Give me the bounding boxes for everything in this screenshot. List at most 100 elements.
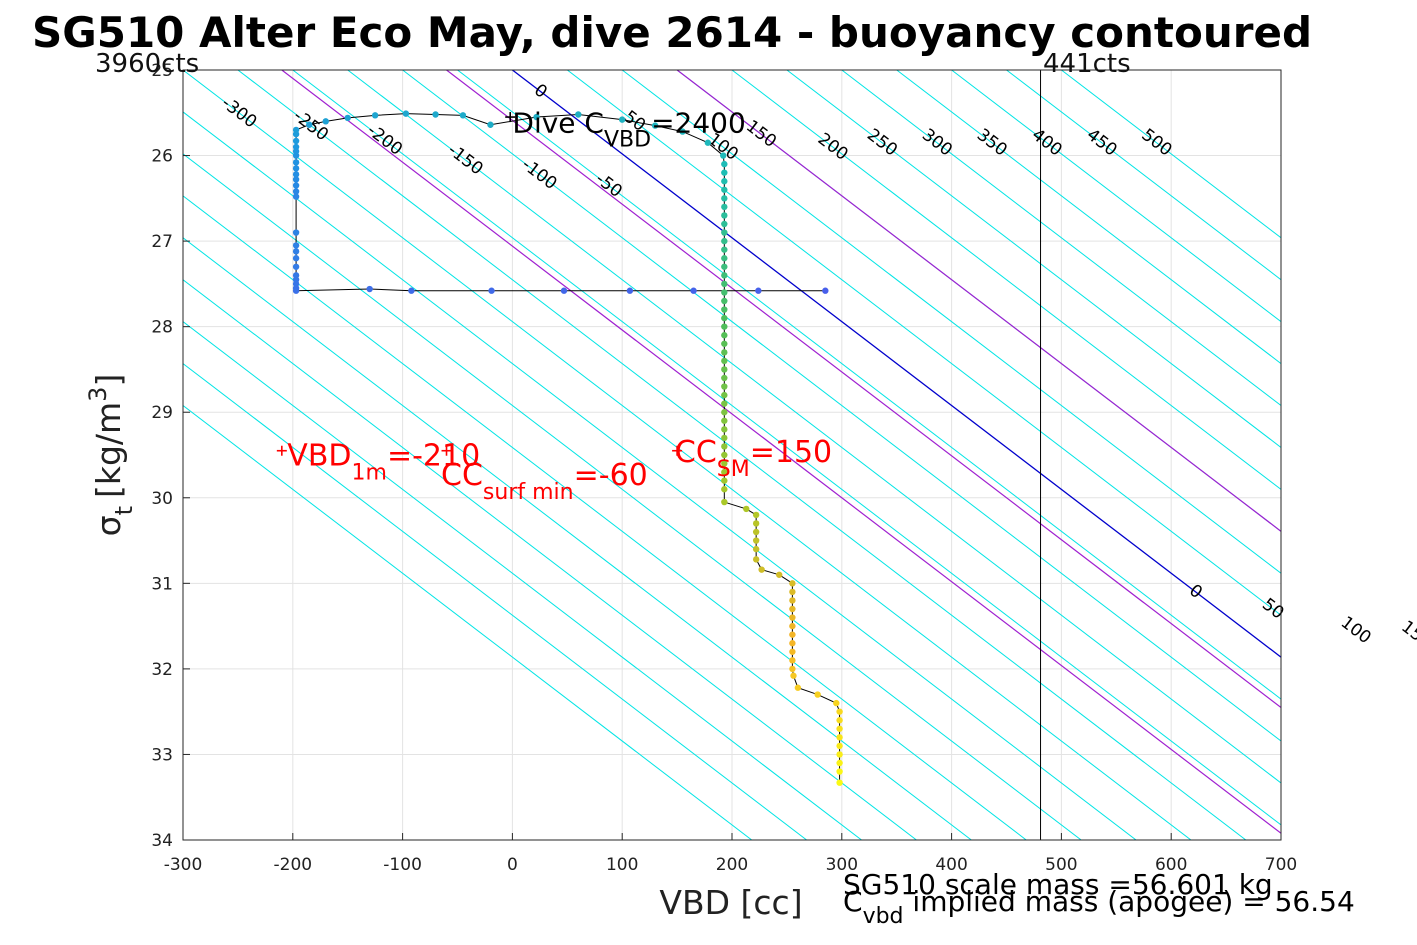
x-tick-label: -200 xyxy=(274,855,313,875)
x-tick-label: 400 xyxy=(935,855,967,875)
profile-point xyxy=(292,126,300,134)
y-tick-label: 32 xyxy=(151,660,173,680)
contour-line xyxy=(183,279,917,840)
y-axis-label-symbol: σ xyxy=(89,515,128,536)
profile-point xyxy=(721,332,728,339)
profile-point xyxy=(822,287,829,294)
contour-line xyxy=(183,237,972,840)
footer-implied-mass-sub: vbd xyxy=(863,904,904,929)
profile-point xyxy=(721,357,728,365)
profile-point xyxy=(721,237,728,245)
contour-label: 100 xyxy=(1337,613,1375,649)
profile-point xyxy=(836,751,843,758)
footer-implied-mass-main: C xyxy=(843,885,863,918)
y-axis-label: σt [kg/m3] xyxy=(84,374,138,537)
profile-point xyxy=(366,285,373,293)
profile-point xyxy=(789,640,796,647)
profile-point xyxy=(721,169,728,176)
profile-point xyxy=(721,212,728,219)
profile-point xyxy=(836,759,843,767)
profile-point xyxy=(789,588,796,596)
y-tick-label: 30 xyxy=(151,489,173,509)
profile-point xyxy=(721,178,728,185)
profile-point xyxy=(752,511,760,519)
profile-point xyxy=(292,272,300,279)
highlight-contour-line xyxy=(281,70,1281,835)
footer-implied-mass-rest: implied mass (apogee) = 56.54 xyxy=(904,885,1355,918)
y-axis-ticks: 25 26 27 28 29 30 31 32 33 34 xyxy=(151,61,190,851)
x-axis-ticks: -300 -200 -100 0 100 200 300 400 500 600 700 xyxy=(164,833,1297,875)
profile-point xyxy=(721,263,728,270)
vbd-1m-label-sub: 1m xyxy=(352,460,387,485)
x-axis-label: VBD [cc] xyxy=(659,883,802,922)
contour-line xyxy=(786,70,1281,449)
cc-sm-label-main: CC xyxy=(675,435,717,470)
profile-point xyxy=(836,768,843,775)
y-tick-label: 27 xyxy=(151,232,173,252)
y-tick-label: 31 xyxy=(151,574,173,594)
y-tick-label: 34 xyxy=(151,831,173,851)
contour-line xyxy=(457,70,1281,700)
profile-point xyxy=(790,672,797,679)
cc-sm-label: CCSM=150 xyxy=(675,435,832,482)
contour-label: 150 xyxy=(1397,617,1417,653)
profile-point xyxy=(721,443,728,450)
profile-point xyxy=(619,116,626,123)
profile-point xyxy=(836,717,843,724)
highlight-contour-line xyxy=(446,70,1281,709)
y-axis-label-sub: t xyxy=(110,506,138,515)
x-tick-label: 0 xyxy=(507,855,518,875)
contour-line xyxy=(292,70,1281,826)
profile-point xyxy=(402,110,410,117)
profile-point xyxy=(752,537,760,544)
profile-point xyxy=(721,255,728,262)
contour-line xyxy=(566,70,1281,616)
profile-point xyxy=(721,426,728,433)
cc-surf-min-label-main: CC xyxy=(441,458,483,493)
profile-point xyxy=(560,287,568,294)
profile-point xyxy=(789,605,796,613)
profile-point xyxy=(292,229,300,236)
profile-point xyxy=(651,122,659,129)
profile-point xyxy=(322,118,329,125)
profile-point xyxy=(836,779,843,786)
profile-point xyxy=(292,176,300,183)
profile-point xyxy=(721,289,728,296)
top-right-label: 441cts xyxy=(1043,49,1131,79)
cc-sm-label-rest: =150 xyxy=(750,435,832,470)
contour-line xyxy=(183,195,1027,840)
profile-point xyxy=(721,409,728,416)
profile-point xyxy=(833,699,840,707)
contour-line xyxy=(183,153,1082,840)
profile-point xyxy=(626,287,634,294)
profile-point xyxy=(836,708,843,715)
profile-point xyxy=(721,186,728,193)
profile-point xyxy=(721,306,728,313)
profile-point xyxy=(721,460,728,467)
profile-point xyxy=(721,383,728,390)
profile-point xyxy=(721,486,728,493)
profile-point xyxy=(721,340,728,347)
vbd-1m-label-main: VBD xyxy=(287,438,351,473)
profile-point xyxy=(459,112,467,119)
contour-line xyxy=(896,70,1281,365)
profile-point xyxy=(721,468,728,476)
profile-point xyxy=(679,128,686,135)
y-axis-label-units: [kg/m xyxy=(89,402,128,498)
profile-point xyxy=(292,182,300,189)
profile-point xyxy=(292,165,300,172)
y-tick-label: 33 xyxy=(151,745,173,765)
profile-point xyxy=(292,143,300,151)
profile-point xyxy=(292,248,300,255)
cc-surf-min-label-rest: =-60 xyxy=(574,458,648,493)
profile-point xyxy=(836,725,843,732)
top-left-label: 3960cts xyxy=(95,49,199,79)
profile-point xyxy=(721,160,728,168)
profile-point xyxy=(758,566,765,573)
profile-point xyxy=(721,272,728,279)
profile-point xyxy=(533,113,540,121)
x-tick-label: 700 xyxy=(1265,855,1297,875)
cc-sm-label-sub: SM xyxy=(717,457,750,482)
